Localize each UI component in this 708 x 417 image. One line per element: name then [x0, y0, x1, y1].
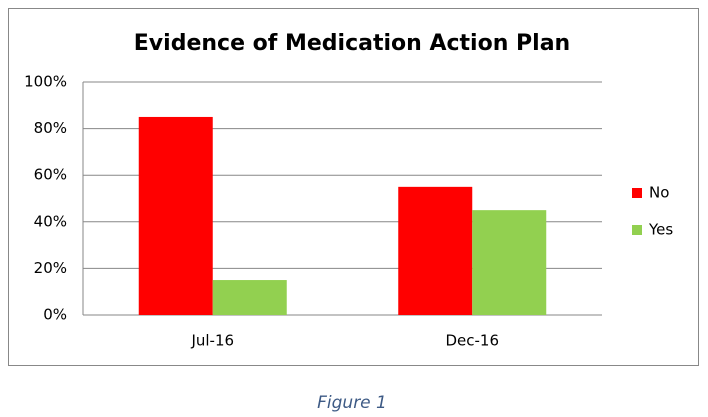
y-tick-label: 40% [34, 212, 67, 230]
chart-border [8, 8, 699, 366]
bar [212, 280, 287, 315]
y-tick-label: 0% [43, 306, 67, 324]
caption: Figure 1 [317, 393, 387, 413]
bar [138, 116, 213, 315]
y-tick-label: 20% [34, 259, 67, 277]
y-tick-label: 100% [24, 73, 67, 91]
legend-swatch [632, 188, 642, 198]
legend-swatch [632, 225, 642, 235]
legend-label: No [649, 184, 669, 202]
x-tick-label: Dec-16 [445, 332, 499, 350]
legend-label: Yes [648, 221, 673, 239]
y-tick-label: 60% [34, 166, 67, 184]
y-tick-label: 80% [34, 119, 67, 137]
chart-title: Evidence of Medication Action Plan [134, 31, 570, 56]
x-tick-label: Jul-16 [190, 332, 234, 350]
bar [398, 186, 473, 315]
bar [472, 210, 547, 315]
